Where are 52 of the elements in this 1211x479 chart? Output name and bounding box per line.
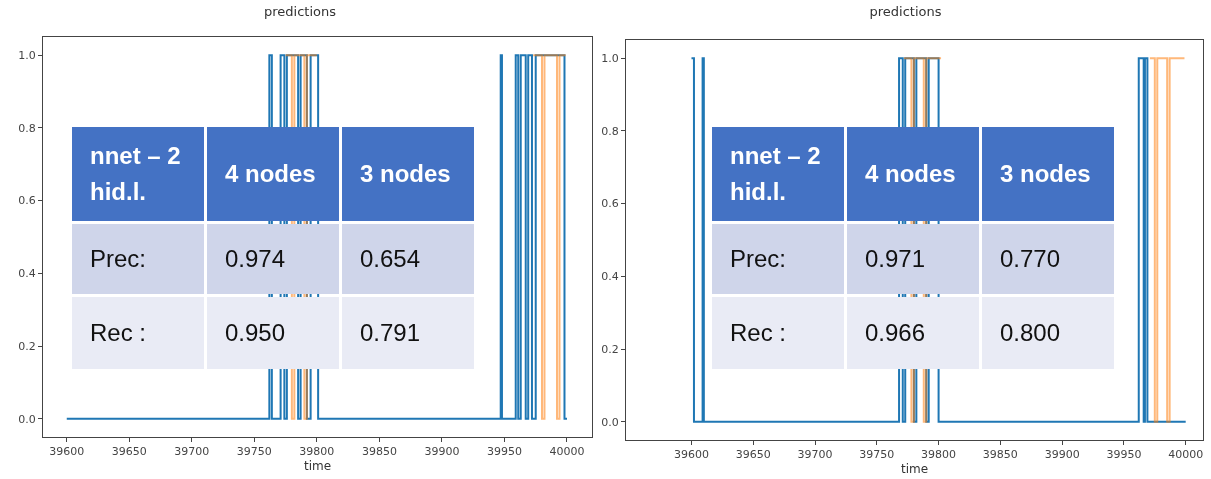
x-tick-label: 39750 <box>859 448 895 462</box>
x-tick-label: 39900 <box>1044 448 1080 462</box>
annotation: 0.966 <box>847 297 979 369</box>
x-tick-label: 39700 <box>174 445 210 459</box>
annotation: Prec: <box>712 224 844 294</box>
x-tick-label: 39950 <box>486 445 522 459</box>
x-tick-label: 39800 <box>921 448 957 462</box>
annotation: nnet – 2 hid.l. <box>72 127 204 221</box>
y-tick-label: 0.4 <box>18 267 36 281</box>
annotation: 0.800 <box>982 297 1114 369</box>
y-tick-label: 1.0 <box>601 52 619 66</box>
chart-title: predictions <box>264 4 337 20</box>
y-tick-label: 0.8 <box>601 124 619 138</box>
x-tick-label: 39800 <box>299 445 335 459</box>
annotation: 0.654 <box>342 224 474 294</box>
x-tick-label: 39750 <box>236 445 272 459</box>
x-tick-label: 39850 <box>982 448 1018 462</box>
x-tick-label: 39650 <box>111 445 147 459</box>
x-axis-title: time <box>303 459 332 474</box>
y-tick-label: 0.4 <box>601 270 619 284</box>
annotation: 0.950 <box>207 297 339 369</box>
x-axis-title: time <box>900 462 929 477</box>
y-tick-label: 0.0 <box>601 415 619 429</box>
annotation: 4 nodes <box>207 127 339 221</box>
annotation: 3 nodes <box>342 127 474 221</box>
y-tick-label: 0.8 <box>18 121 36 135</box>
y-tick-label: 0.2 <box>601 342 619 356</box>
annotation: nnet – 2 hid.l. <box>712 127 844 221</box>
x-tick-label: 39600 <box>673 448 709 462</box>
x-tick-label: 39700 <box>797 448 833 462</box>
x-tick-label: 39850 <box>361 445 397 459</box>
chart-title: predictions <box>869 4 942 20</box>
y-tick-label: 0.2 <box>18 339 36 353</box>
annotation: 0.791 <box>342 297 474 369</box>
annotation: 0.770 <box>982 224 1114 294</box>
annotation: Rec : <box>72 297 204 369</box>
x-tick-label: 39600 <box>49 445 85 459</box>
annotation: 4 nodes <box>847 127 979 221</box>
x-tick-label: 39650 <box>735 448 771 462</box>
x-tick-label: 40000 <box>1168 448 1204 462</box>
annotation: Rec : <box>712 297 844 369</box>
annotation: 0.974 <box>207 224 339 294</box>
x-tick-label: 40000 <box>549 445 585 459</box>
y-tick-label: 0.6 <box>601 197 619 211</box>
annotation: 0.971 <box>847 224 979 294</box>
x-tick-label: 39900 <box>424 445 460 459</box>
x-tick-label: 39950 <box>1106 448 1142 462</box>
annotation: 3 nodes <box>982 127 1114 221</box>
annotation: Prec: <box>72 224 204 294</box>
y-tick-label: 1.0 <box>18 49 36 63</box>
y-tick-label: 0.0 <box>18 412 36 426</box>
y-tick-label: 0.6 <box>18 194 36 208</box>
